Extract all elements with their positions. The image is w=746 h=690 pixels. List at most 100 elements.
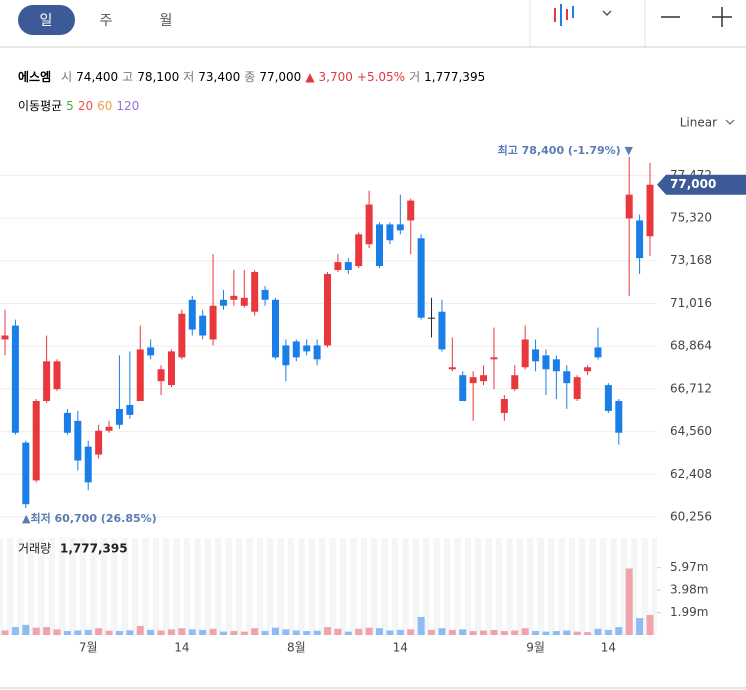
scale-toggle[interactable]: Linear (680, 116, 717, 130)
x-tick-label: 8월 (287, 641, 306, 655)
candle-body (428, 317, 436, 319)
volume-bar (521, 628, 529, 635)
candle-body (636, 220, 644, 259)
y-tick-label: 66,712 (670, 381, 712, 395)
x-tick-label: 14 (601, 641, 616, 655)
volume-bar (334, 628, 342, 635)
scale-chevron[interactable] (725, 119, 735, 125)
quote-row: 에스엠 시 74,400 고 78,100 저 73,400 종 77,000 ▲ 3,7… (18, 68, 485, 85)
candle-body (573, 377, 581, 400)
volume-bar (594, 628, 602, 635)
volume-bar (303, 631, 311, 635)
volume-value: 1,777,395 (60, 542, 128, 556)
volume-bar (636, 618, 644, 635)
tab[interactable]: 월 (160, 13, 173, 29)
volume-bar (32, 627, 40, 635)
volume-bar (646, 614, 654, 635)
value: 77,000 (259, 69, 302, 84)
max-annotation: 최고 78,400 (-1.79%) ▼ (498, 143, 634, 157)
volume-bar (282, 629, 290, 635)
label: 저 (183, 70, 195, 84)
x-tick-label: 14 (393, 641, 408, 655)
value: 78,100 (137, 69, 180, 84)
candle-body (11, 325, 19, 433)
volume-bar (438, 628, 446, 635)
volume-bar (500, 631, 508, 635)
candle-body (188, 299, 196, 330)
candle-body (230, 295, 238, 300)
candle-body (563, 371, 571, 384)
volume-bar (261, 631, 269, 635)
candle-body (282, 345, 290, 366)
ma-legend: 이동평균 5 20 60 120 (18, 97, 139, 114)
volume-bar (292, 630, 300, 635)
candle-body (126, 404, 134, 415)
volume-bar (532, 631, 540, 635)
label: 시 (61, 70, 73, 84)
ma-title: 이동평균 (18, 99, 63, 113)
candle-body (115, 408, 123, 425)
volume-bar (199, 629, 207, 635)
candle-body (32, 401, 40, 481)
volume-bar (417, 616, 425, 635)
volume-bar (511, 630, 519, 635)
tab[interactable]: 주 (100, 13, 113, 29)
candle-body (584, 367, 592, 372)
volume-bar (74, 630, 82, 635)
candle-body (490, 357, 498, 360)
change-mark: ▲ (305, 69, 315, 84)
volume-bar (84, 629, 92, 635)
last-price-tag (657, 174, 746, 195)
y-tick-label: 68,864 (670, 339, 712, 353)
chart-type-icon[interactable] (554, 4, 612, 26)
candle-body (459, 375, 467, 402)
candle-body (625, 194, 633, 219)
candle-body (615, 401, 623, 433)
change: 3,700 (318, 69, 353, 84)
candle-body (209, 305, 217, 340)
volume-bar (115, 631, 123, 635)
candle-body (199, 315, 207, 336)
volume-bar (584, 632, 592, 635)
volume-bar (552, 631, 560, 635)
candle-body (438, 311, 446, 350)
volume-bar (43, 627, 51, 635)
volume-bar (563, 630, 571, 635)
volume-bar (573, 631, 581, 635)
candle-body (84, 446, 92, 483)
volume-bar (147, 629, 155, 635)
volume-bar (490, 629, 498, 635)
candle-body (178, 313, 186, 358)
y-tick-label: 71,016 (670, 296, 712, 310)
candle-body (417, 238, 425, 318)
candle-body (63, 412, 71, 433)
volume-bar (365, 627, 373, 635)
ma-period: 120 (116, 98, 140, 113)
candle-body (303, 345, 311, 352)
ma-period: 5 (66, 98, 74, 113)
y-tick-label: 75,320 (670, 211, 712, 225)
volume-bar (95, 628, 103, 635)
volume-bar (230, 631, 238, 635)
candle-body (53, 361, 61, 390)
candle-body (386, 224, 394, 241)
zoom-in[interactable] (712, 7, 732, 27)
candle-body (219, 299, 227, 306)
candle-body (157, 369, 165, 382)
volume-bar (480, 630, 488, 635)
ma-period: 60 (97, 98, 113, 113)
candle-body (147, 347, 155, 356)
candle-body (355, 234, 363, 267)
volume-bar (136, 625, 144, 635)
candle-body (604, 385, 612, 411)
volume-bar (178, 628, 186, 635)
tab[interactable]: 일 (40, 13, 53, 29)
volume-bar (604, 629, 612, 635)
volume-bar (428, 629, 436, 635)
candle-body (43, 361, 51, 402)
value: 73,400 (198, 69, 241, 84)
tab-active-bg[interactable] (18, 5, 75, 35)
candle-body (167, 351, 175, 386)
label: 거 (409, 70, 421, 84)
volume-bar (271, 627, 279, 635)
